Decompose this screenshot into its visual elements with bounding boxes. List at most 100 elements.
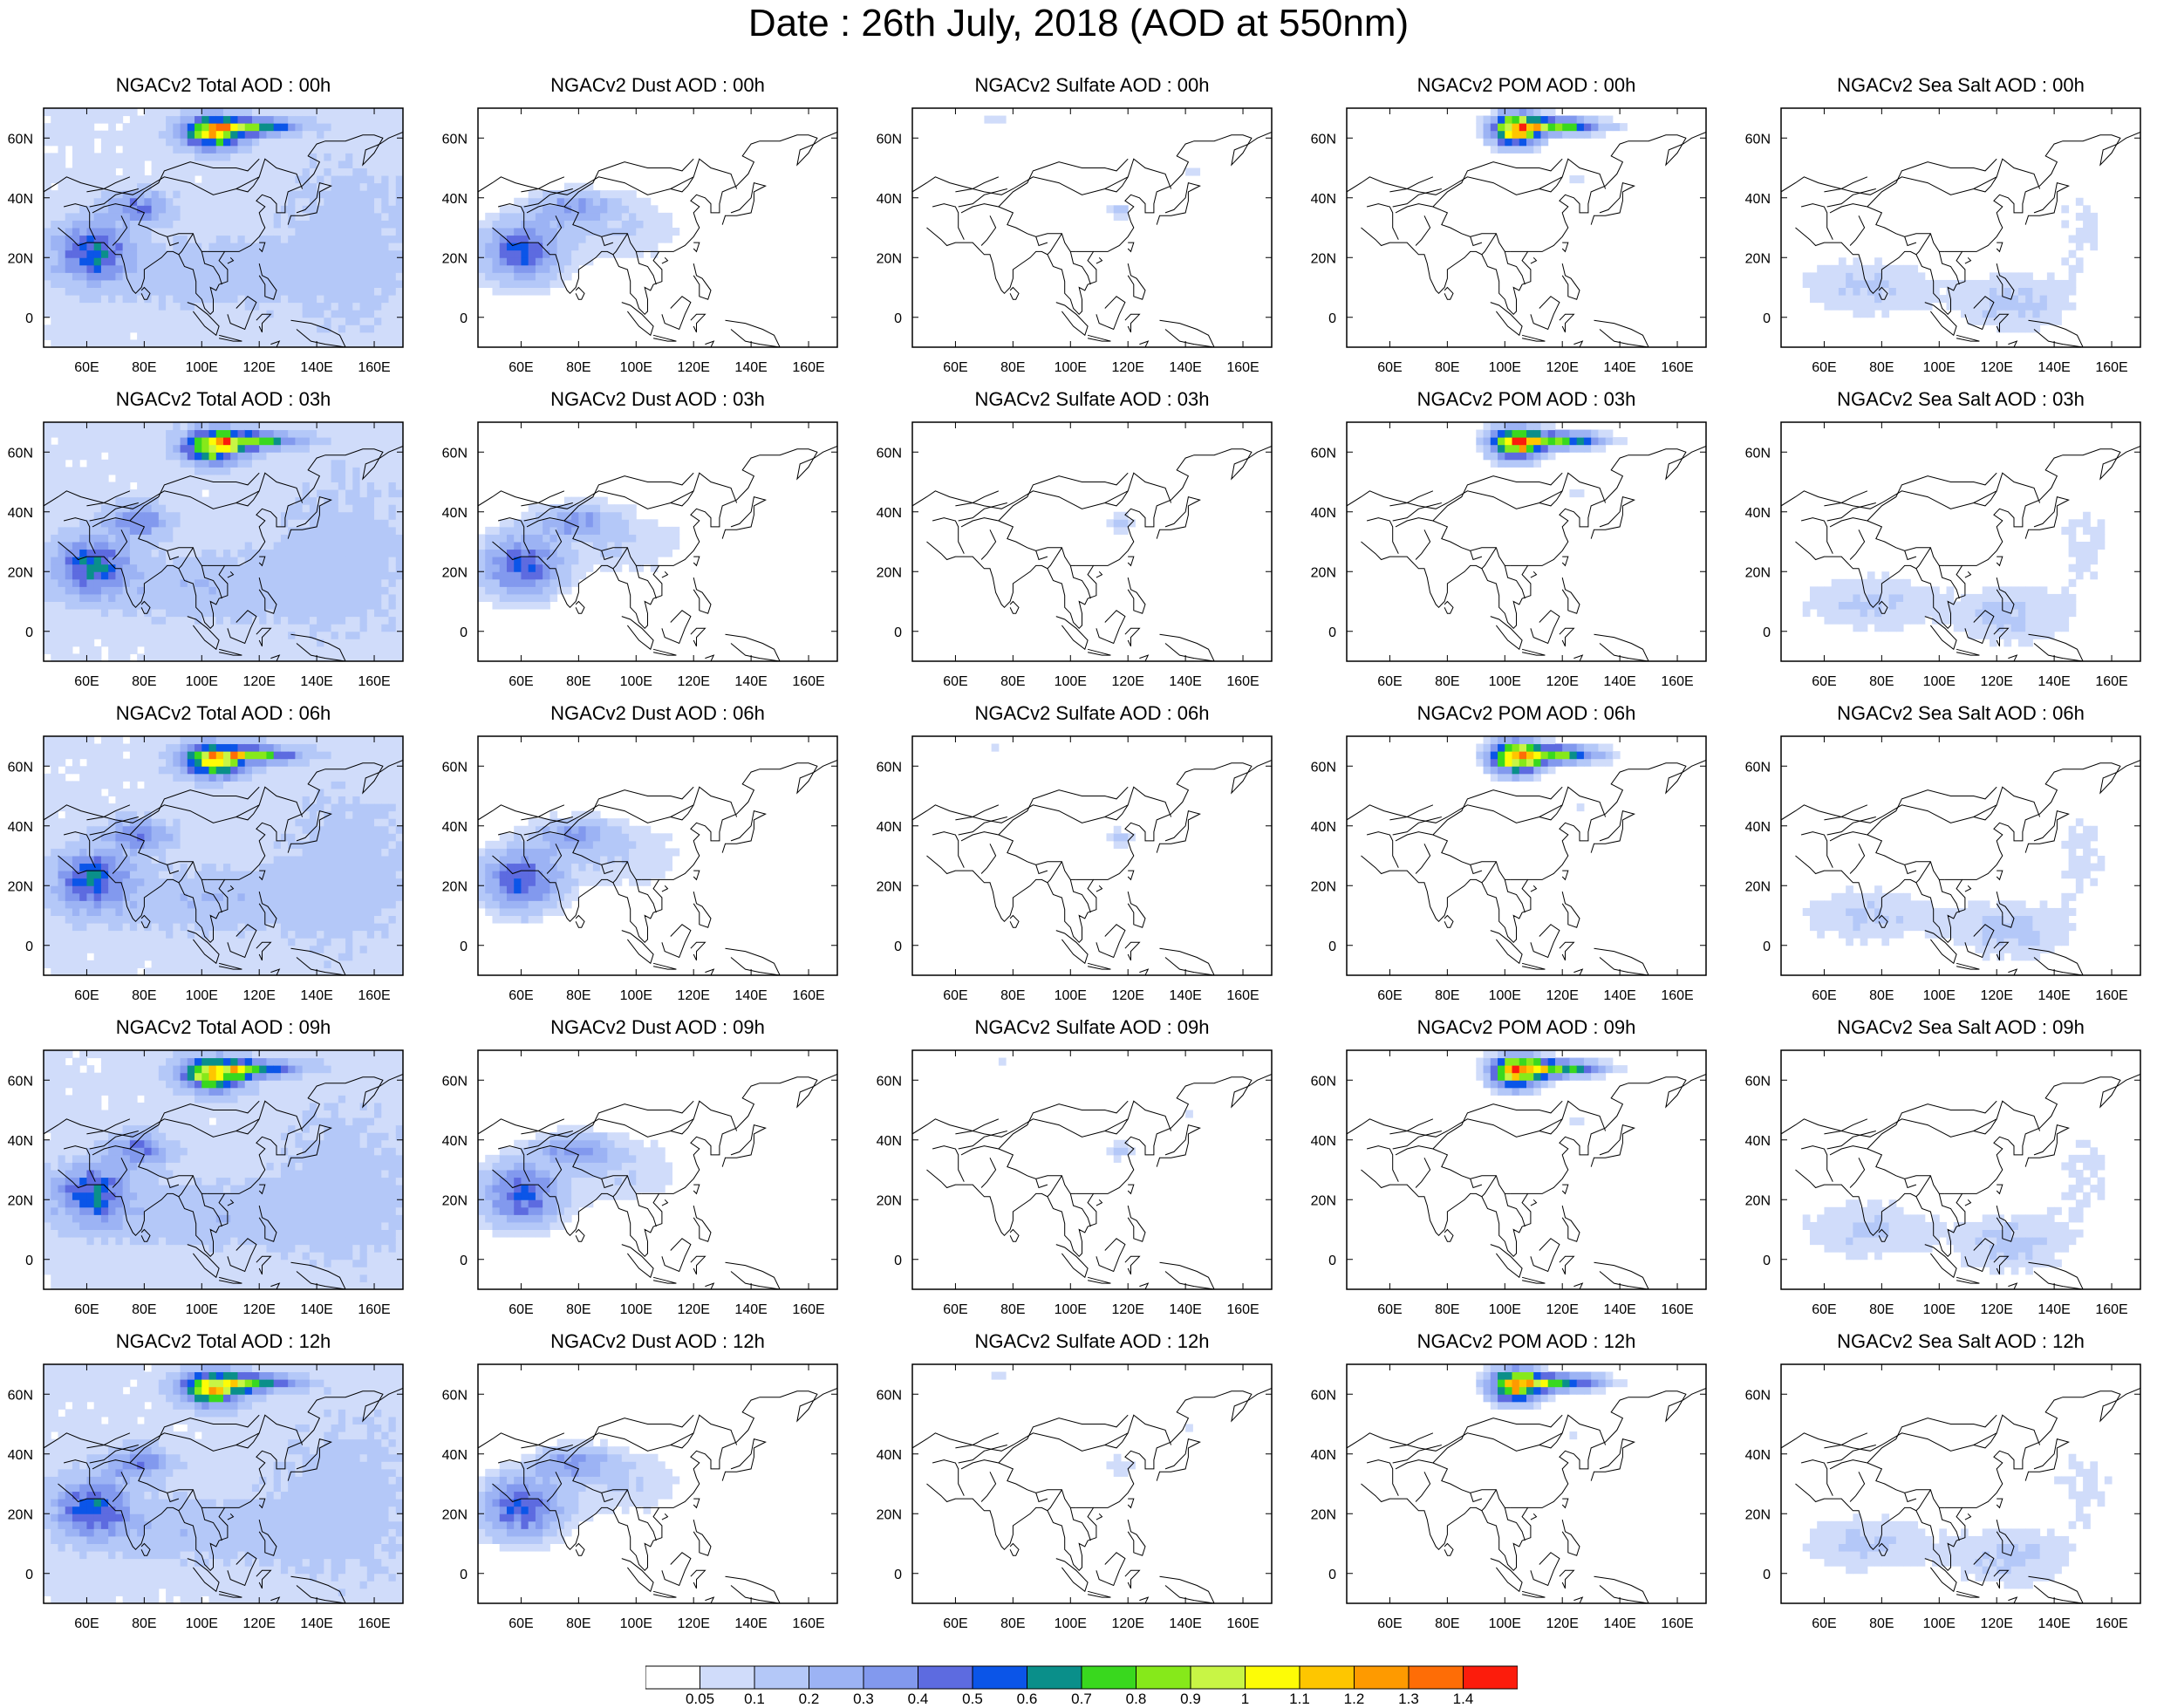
- coastlines: [1347, 1388, 1706, 1603]
- lat-tick-label: 60N: [442, 1074, 468, 1089]
- lat-tick-label: 60N: [877, 1388, 902, 1403]
- lat-tick-label: 20N: [877, 1193, 902, 1208]
- lon-tick-label: 100E: [186, 674, 218, 689]
- lat-tick-label: 20N: [442, 879, 468, 894]
- lat-tick-label: 0: [1763, 311, 1771, 326]
- lon-tick-label: 60E: [509, 674, 533, 689]
- lon-tick-label: 80E: [132, 988, 156, 1003]
- lon-tick-label: 60E: [74, 1302, 99, 1317]
- lon-tick-label: 120E: [243, 988, 276, 1003]
- lat-tick-label: 0: [25, 625, 33, 640]
- lat-tick-label: 60N: [442, 132, 468, 147]
- lat-tick-label: 60N: [1745, 760, 1771, 775]
- lon-tick-label: 60E: [943, 360, 967, 375]
- colorbar-label: 1.2: [1344, 1691, 1365, 1708]
- lat-tick-label: 20N: [442, 565, 468, 580]
- lon-tick-label: 140E: [1603, 1616, 1635, 1631]
- lon-tick-label: 60E: [1377, 360, 1402, 375]
- colorbar-label: 0.4: [908, 1691, 929, 1708]
- lat-tick-label: 60N: [442, 1388, 468, 1403]
- lon-tick-label: 120E: [243, 674, 276, 689]
- lon-tick-label: 120E: [1546, 1616, 1579, 1631]
- aod-shading: [1476, 1050, 1628, 1125]
- aod-shading: [1803, 1140, 2106, 1275]
- colorbar-swatch: [1464, 1666, 1519, 1689]
- lon-tick-label: 160E: [1661, 1302, 1693, 1317]
- lat-tick-label: 60N: [1311, 446, 1336, 461]
- lon-tick-label: 80E: [1435, 1616, 1459, 1631]
- lon-tick-label: 80E: [132, 360, 156, 375]
- lat-tick-label: 0: [894, 1254, 902, 1268]
- lat-tick-label: 40N: [442, 1134, 468, 1149]
- lat-tick-label: 40N: [1311, 192, 1336, 207]
- lat-tick-label: 60N: [8, 132, 33, 147]
- lat-tick-label: 0: [460, 1568, 468, 1582]
- lon-tick-label: 100E: [1489, 988, 1521, 1003]
- colorbar-swatch: [645, 1666, 700, 1689]
- lat-tick-label: 20N: [8, 1193, 33, 1208]
- lat-tick-label: 60N: [1745, 1074, 1771, 1089]
- coastlines: [1347, 1074, 1706, 1289]
- aod-shading: [44, 108, 404, 348]
- lon-tick-label: 160E: [1226, 1616, 1259, 1631]
- lat-tick-label: 0: [1763, 939, 1771, 954]
- lon-tick-label: 160E: [2095, 674, 2127, 689]
- lon-tick-label: 60E: [1377, 988, 1402, 1003]
- lon-tick-label: 100E: [1489, 360, 1521, 375]
- colorbar-swatch: [809, 1666, 864, 1689]
- lat-tick-label: 20N: [1745, 251, 1771, 266]
- lon-tick-label: 60E: [1812, 988, 1836, 1003]
- lon-tick-label: 100E: [1055, 1616, 1087, 1631]
- lat-tick-label: 20N: [877, 879, 902, 894]
- lon-tick-label: 60E: [509, 360, 533, 375]
- lat-tick-label: 40N: [1311, 506, 1336, 521]
- lon-tick-label: 100E: [620, 1616, 652, 1631]
- colorbar-swatch: [1082, 1666, 1137, 1689]
- lon-tick-label: 120E: [1112, 1302, 1144, 1317]
- colorbar-swatch: [1409, 1666, 1464, 1689]
- lon-tick-label: 120E: [243, 1302, 276, 1317]
- lon-tick-label: 100E: [1055, 674, 1087, 689]
- lat-tick-label: 60N: [877, 446, 902, 461]
- lat-tick-label: 20N: [8, 565, 33, 580]
- lon-tick-label: 160E: [1226, 988, 1259, 1003]
- lat-tick-label: 0: [894, 311, 902, 326]
- lon-tick-label: 140E: [2038, 988, 2070, 1003]
- lon-tick-label: 160E: [1226, 1302, 1259, 1317]
- lat-tick-label: 20N: [442, 1507, 468, 1522]
- lat-tick-label: 20N: [442, 1193, 468, 1208]
- lon-tick-label: 140E: [1169, 674, 1201, 689]
- lon-tick-label: 80E: [1435, 988, 1459, 1003]
- lat-tick-label: 0: [894, 939, 902, 954]
- aod-shading: [44, 1050, 404, 1290]
- lat-tick-label: 60N: [1311, 1074, 1336, 1089]
- aod-shading: [44, 1364, 404, 1604]
- aod-shading: [478, 1125, 672, 1238]
- lon-tick-label: 80E: [1869, 360, 1894, 375]
- colorbar-swatch: [754, 1666, 809, 1689]
- lon-tick-label: 60E: [1377, 674, 1402, 689]
- lat-tick-label: 0: [25, 311, 33, 326]
- lon-tick-label: 100E: [186, 1616, 218, 1631]
- colorbar-swatch: [863, 1666, 918, 1689]
